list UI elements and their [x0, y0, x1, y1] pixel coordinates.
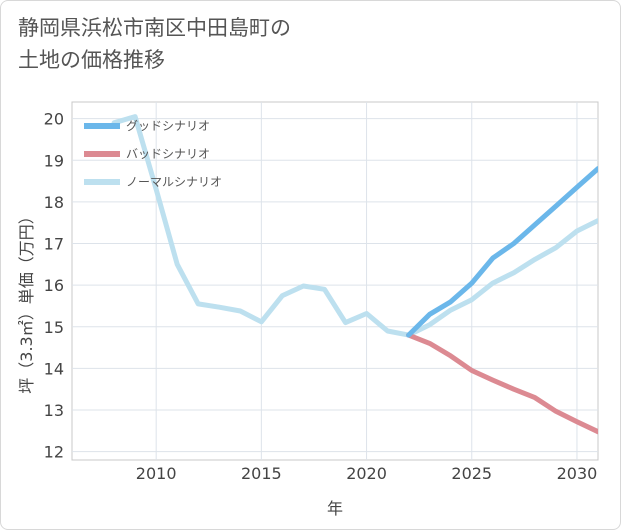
y-tick-label: 12 [44, 443, 64, 462]
x-tick-label: 2025 [451, 464, 492, 483]
legend-label: ノーマルシナリオ [126, 175, 222, 189]
x-tick-label: 2020 [346, 464, 387, 483]
grid-lines [72, 102, 598, 460]
y-tick-label: 20 [44, 110, 64, 129]
y-tick-label: 16 [44, 276, 64, 295]
y-tick-label: 19 [44, 151, 64, 170]
y-tick-label: 18 [44, 193, 64, 212]
x-axis-label: 年 [327, 499, 343, 518]
series-line-2 [111, 114, 598, 338]
chart-title: 静岡県浜松市南区中田島町の 土地の価格推移 [18, 16, 291, 72]
series-line-0 [406, 166, 598, 338]
y-tick-label: 15 [44, 318, 64, 337]
tick-labels: 12 13 14 15 16 17 18 19 20 2010 2015 2020 2025 2030 [44, 110, 598, 483]
y-tick-label: 13 [44, 401, 64, 420]
y-tick-label: 17 [44, 235, 64, 254]
x-tick-label: 2015 [241, 464, 282, 483]
plot-area [71, 101, 599, 461]
y-tick-label: 14 [44, 359, 64, 378]
series-lines [111, 114, 598, 435]
legend-label: バッドシナリオ [126, 147, 210, 161]
x-tick-label: 2030 [557, 464, 598, 483]
y-axis-label: 坪（3.3㎡）単価（万円） [17, 208, 36, 393]
series-line-1 [406, 332, 598, 435]
legend-label: グッドシナリオ [126, 119, 210, 133]
x-tick-label: 2010 [136, 464, 177, 483]
